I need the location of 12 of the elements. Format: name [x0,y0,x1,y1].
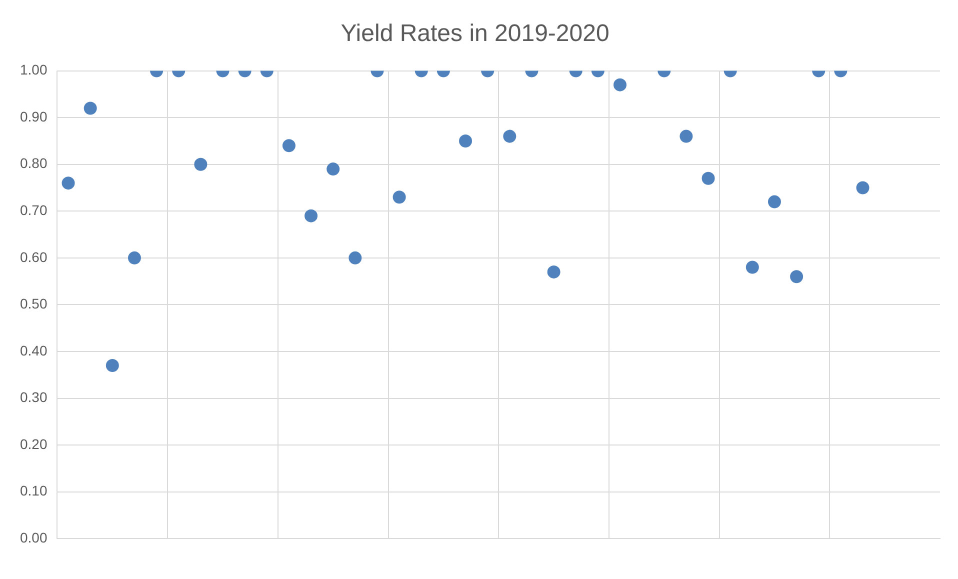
y-tick-label: 0.70 [20,202,48,218]
y-tick-label: 0.90 [20,108,48,124]
y-tick-label: 0.00 [20,529,48,546]
y-tick-label: 1.00 [20,62,48,78]
y-tick-label: 0.80 [20,155,48,172]
y-tick-label: 0.60 [20,248,48,265]
y-tick-label: 0.30 [20,389,48,406]
y-tick-label: 0.20 [20,436,48,452]
y-tick-label: 0.50 [20,296,48,312]
chart-title: Yield Rates in 2019-2020 [340,20,610,48]
y-tick-label: 0.40 [20,342,48,358]
y-tick-label: 0.10 [20,482,48,499]
